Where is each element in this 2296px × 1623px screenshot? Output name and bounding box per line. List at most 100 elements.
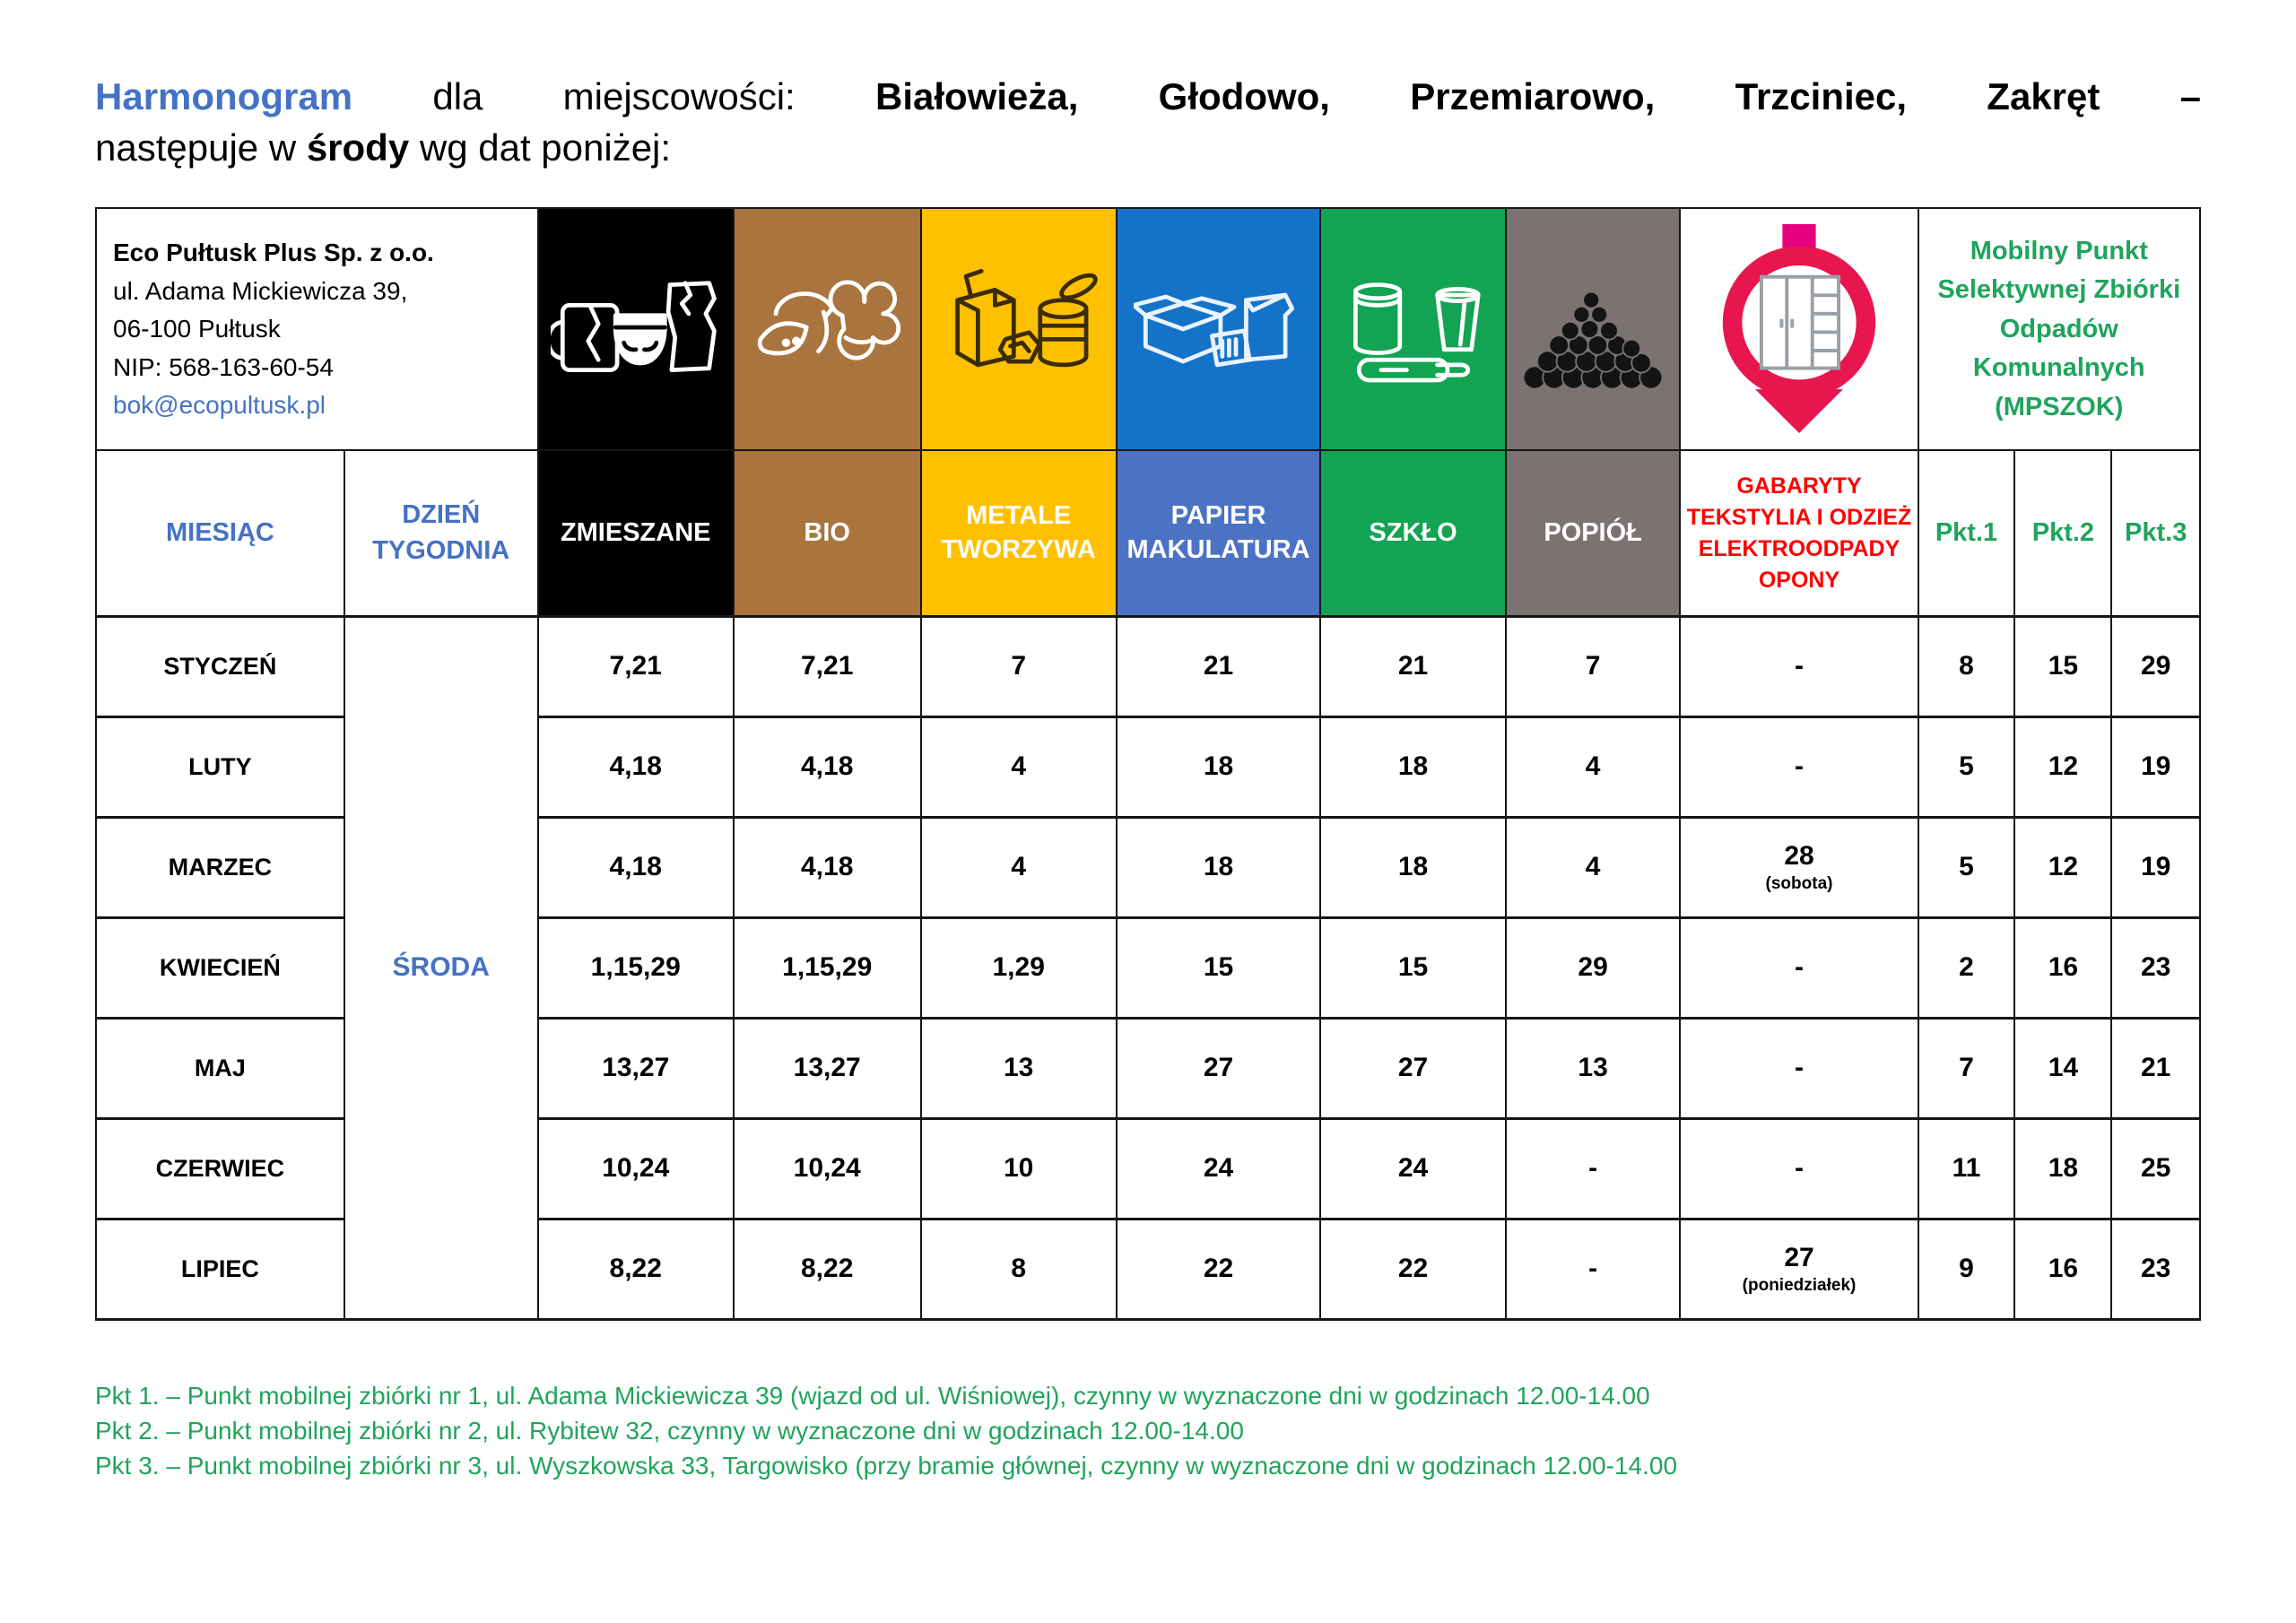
title-middle: dla miejscowości: [352, 75, 875, 117]
cell-zmieszane: 13,27 [536, 1016, 735, 1120]
cell-szklo: 22 [1319, 1217, 1507, 1321]
title-dash: – [2100, 75, 2202, 117]
cell-pkt1: 2 [1917, 916, 2016, 1020]
footnote-pkt1: Pkt 1. – Punkt mobilnej zbiórki nr 1, ul… [95, 1381, 1650, 1410]
column-header-zmieszane: ZMIESZANE [536, 449, 735, 618]
cell-bio: 10,24 [732, 1116, 922, 1220]
column-header-weekday: DZIEŃ TYGODNIA [343, 449, 539, 618]
column-header-pkt3: Pkt.3 [2110, 449, 2201, 618]
cell-popiol: 29 [1504, 916, 1682, 1020]
month-label: LUTY [95, 715, 345, 819]
cell-pkt2: 12 [2013, 715, 2113, 819]
cell-papier: 15 [1115, 916, 1322, 1020]
cell-metale: 8 [919, 1217, 1118, 1321]
cell-bio: 13,27 [732, 1016, 922, 1120]
gabaryty-value: - [1795, 1053, 1804, 1083]
month-label: MAJ [95, 1016, 345, 1120]
month-label: KWIECIEŃ [95, 916, 345, 1020]
cell-zmieszane: 8,22 [536, 1217, 735, 1321]
bio-waste-icon [758, 280, 901, 360]
company-name: Eco Pułtusk Plus Sp. z o.o. [113, 239, 434, 266]
column-header-month: MIESIĄC [95, 449, 345, 618]
cell-popiol: - [1504, 1217, 1682, 1321]
cell-metale: 4 [919, 715, 1118, 819]
footnotes: Pkt 1. – Punkt mobilnej zbiórki nr 1, ul… [95, 1378, 2201, 1484]
footnote-pkt2: Pkt 2. – Punkt mobilnej zbiórki nr 2, ul… [95, 1417, 1244, 1445]
paper-icon [1133, 293, 1294, 368]
company-address-2: 06-100 Pułtusk [113, 315, 281, 343]
cell-pkt2: 18 [2013, 1116, 2113, 1220]
page-title: Harmonogram dla miejscowości: Białowieża… [95, 72, 2201, 173]
bulky-waste-icon-cell [1679, 207, 1919, 452]
cell-pkt1: 8 [1917, 614, 2016, 718]
month-label: CZERWIEC [95, 1116, 345, 1220]
bio-waste-icon-cell [732, 207, 922, 452]
cell-pkt3: 25 [2110, 1116, 2201, 1220]
cell-gabaryty: - [1679, 916, 1919, 1020]
gabaryty-value: 27 [1784, 1242, 1814, 1272]
gabaryty-line-4: OPONY [1758, 567, 1840, 593]
cell-pkt1: 5 [1917, 815, 2016, 919]
cell-pkt3: 19 [2110, 715, 2201, 819]
column-header-metale: METALE TWORZYWA [919, 449, 1118, 618]
table-row-maj: MAJ 13,27 13,27 13 27 27 13 - 7 14 21 [95, 1016, 2201, 1120]
cell-papier: 24 [1115, 1116, 1322, 1220]
cell-szklo: 18 [1319, 815, 1507, 919]
cell-popiol: 4 [1504, 715, 1682, 819]
cell-zmieszane: 10,24 [536, 1116, 735, 1220]
table-row-lipiec: LIPIEC 8,22 8,22 8 22 22 - 27 (poniedział… [95, 1217, 2201, 1321]
cell-szklo: 27 [1319, 1016, 1507, 1120]
schedule-table: Eco Pułtusk Plus Sp. z o.o. ul. Adama Mi… [95, 207, 2202, 1321]
column-header-bio: BIO [732, 449, 922, 618]
bulky-waste-icon [1722, 223, 1876, 433]
mixed-waste-icon-cell [536, 207, 735, 452]
title-line-2: następuje w środy wg dat poniżej: [95, 123, 2201, 174]
glass-icon-cell [1319, 207, 1507, 452]
company-address-1: ul. Adama Mickiewicza 39, [113, 276, 408, 305]
cell-bio: 1,15,29 [732, 916, 922, 1020]
cell-zmieszane: 1,15,29 [536, 916, 735, 1020]
column-header-gabaryty: GABARYTY TEKSTYLIA I ODZIEŻ ELEKTROODPAD… [1679, 449, 1919, 618]
cell-gabaryty: - [1679, 715, 1919, 819]
cell-pkt3: 19 [2110, 815, 2201, 919]
icon-header-row: Eco Pułtusk Plus Sp. z o.o. ul. Adama Mi… [95, 207, 2202, 452]
cell-szklo: 24 [1319, 1116, 1507, 1220]
column-header-szklo: SZKŁO [1319, 449, 1507, 618]
cell-zmieszane: 4,18 [536, 715, 735, 819]
mpszok-header: Mobilny Punkt Selektywnej Zbiórki Odpadó… [1917, 207, 2202, 452]
cell-zmieszane: 4,18 [536, 815, 735, 919]
cell-metale: 10 [919, 1116, 1118, 1220]
title-line-1: Harmonogram dla miejscowości: Białowieża… [95, 72, 2201, 123]
table-row-marzec: MARZEC 4,18 4,18 4 18 18 4 28 (sobota) 5 … [95, 815, 2201, 919]
gabaryty-value: - [1795, 651, 1804, 681]
cell-pkt2: 16 [2013, 916, 2113, 1020]
cell-pkt1: 5 [1917, 715, 2016, 819]
cell-pkt1: 11 [1917, 1116, 2016, 1220]
cell-gabaryty: - [1679, 1116, 1919, 1220]
gabaryty-line-2: TEKSTYLIA I ODZIEŻ [1686, 504, 1912, 530]
month-label: LIPIEC [95, 1217, 345, 1321]
cell-metale: 1,29 [919, 916, 1118, 1020]
ash-icon-cell [1504, 207, 1682, 452]
cell-pkt2: 15 [2013, 614, 2113, 718]
cell-szklo: 15 [1319, 916, 1507, 1020]
cell-papier: 18 [1115, 815, 1322, 919]
title-line2-post: wg dat poniżej: [409, 126, 672, 169]
cell-papier: 18 [1115, 715, 1322, 819]
cell-gabaryty: - [1679, 1016, 1919, 1120]
table-row-kwiecien: KWIECIEŃ 1,15,29 1,15,29 1,29 15 15 29 -… [95, 916, 2201, 1020]
gabaryty-value: - [1795, 751, 1804, 782]
company-email-link[interactable]: bok@ecopultusk.pl [113, 391, 326, 420]
table-row-czerwiec: CZERWIEC 10,24 10,24 10 24 24 - - 11 18 … [95, 1116, 2201, 1220]
column-header-popiol: POPIÓŁ [1504, 449, 1682, 618]
table-row-styczen: STYCZEŃ ŚRODA 7,21 7,21 7 21 21 7 - 8 15… [95, 614, 2201, 1321]
cell-szklo: 21 [1319, 614, 1507, 718]
cell-gabaryty: 28 (sobota) [1679, 815, 1919, 919]
title-keyword: Harmonogram [95, 75, 353, 117]
cell-bio: 8,22 [732, 1217, 922, 1321]
column-header-pkt2: Pkt.2 [2013, 449, 2113, 618]
gabaryty-line-1: GABARYTY [1736, 473, 1862, 499]
cell-pkt3: 29 [2110, 614, 2201, 718]
title-cities: Białowieża, Głodowo, Przemiarowo, Trzcin… [875, 75, 2100, 117]
paper-icon-cell [1115, 207, 1322, 452]
